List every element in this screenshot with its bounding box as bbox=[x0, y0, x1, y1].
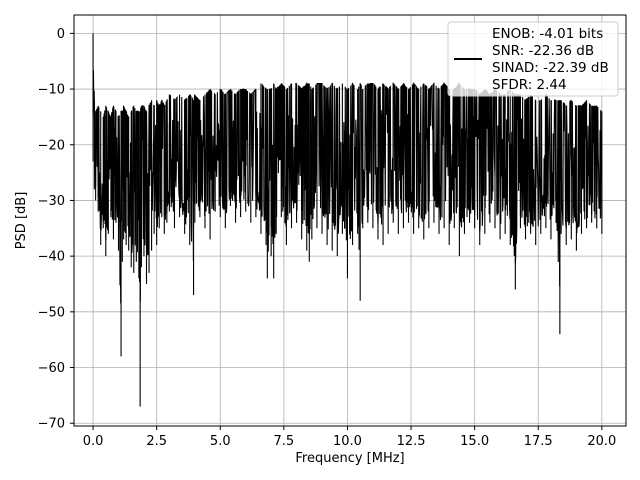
legend-box bbox=[447, 21, 619, 97]
plot-area bbox=[92, 33, 603, 407]
y-axis-label: PSD [dB] bbox=[14, 192, 29, 250]
x-axis-label: Frequency [MHz] bbox=[295, 451, 404, 466]
x-tick-label: 2.5 bbox=[146, 434, 167, 449]
x-tick-label: 17.5 bbox=[524, 434, 553, 449]
y-tick-label: −50 bbox=[38, 305, 65, 320]
x-tick-label: 10.0 bbox=[333, 434, 362, 449]
legend-line-enob: ENOB: -4.01 bits bbox=[492, 26, 603, 42]
y-tick-label: 0 bbox=[57, 27, 65, 42]
axes-frame bbox=[73, 14, 627, 427]
x-tick-label: 5.0 bbox=[210, 434, 231, 449]
x-tick-label: 12.5 bbox=[397, 434, 426, 449]
x-tick-label: 20.0 bbox=[587, 434, 616, 449]
legend: ENOB: -4.01 bits SNR: -22.36 dB SINAD: -… bbox=[447, 21, 619, 97]
y-tick-label: −60 bbox=[38, 361, 65, 376]
x-axis-ticks: 0.0 2.5 5.0 7.5 10.0 12.5 15.0 17.5 20.0 bbox=[83, 426, 616, 449]
y-axis-ticks: 0 −10 −20 −30 −40 −50 −60 −70 bbox=[38, 27, 74, 432]
legend-line-sfdr: SFDR: 2.44 bbox=[492, 77, 567, 93]
x-tick-label: 0.0 bbox=[83, 434, 104, 449]
y-tick-label: −40 bbox=[38, 250, 65, 265]
y-tick-label: −70 bbox=[38, 417, 65, 432]
legend-line-snr: SNR: -22.36 dB bbox=[492, 43, 594, 59]
legend-line-sinad: SINAD: -22.39 dB bbox=[492, 60, 609, 76]
x-tick-label: 15.0 bbox=[460, 434, 489, 449]
x-tick-label: 7.5 bbox=[274, 434, 295, 449]
y-tick-label: −10 bbox=[38, 83, 65, 98]
y-tick-label: −30 bbox=[38, 194, 65, 209]
y-tick-label: −20 bbox=[38, 138, 65, 153]
